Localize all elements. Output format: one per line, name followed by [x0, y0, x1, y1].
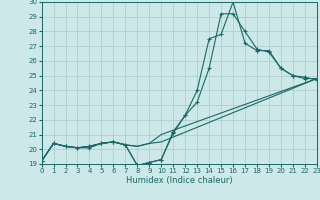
X-axis label: Humidex (Indice chaleur): Humidex (Indice chaleur) [126, 176, 233, 185]
